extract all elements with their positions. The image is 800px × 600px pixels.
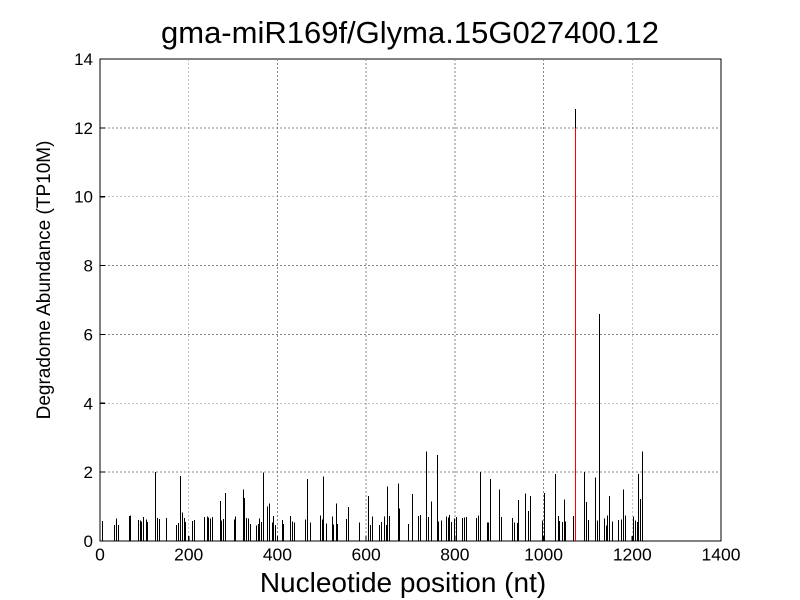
svg-text:Degradome Abundance (TP10M): Degradome Abundance (TP10M): [34, 141, 55, 420]
svg-text:400: 400: [263, 545, 292, 565]
svg-text:200: 200: [174, 545, 203, 565]
svg-text:1000: 1000: [524, 545, 563, 565]
svg-text:1200: 1200: [613, 545, 652, 565]
svg-text:2: 2: [84, 463, 93, 482]
svg-text:14: 14: [74, 50, 93, 69]
svg-text:12: 12: [74, 119, 93, 138]
svg-text:10: 10: [74, 188, 93, 207]
svg-text:8: 8: [84, 257, 93, 276]
svg-text:0: 0: [95, 545, 105, 565]
svg-text:6: 6: [84, 325, 93, 344]
svg-text:Nucleotide position (nt): Nucleotide position (nt): [260, 567, 546, 598]
svg-text:4: 4: [84, 394, 93, 413]
svg-text:0: 0: [84, 532, 93, 551]
svg-text:600: 600: [352, 545, 381, 565]
svg-text:800: 800: [440, 545, 469, 565]
svg-text:1400: 1400: [702, 545, 741, 565]
svg-text:gma-miR169f/Glyma.15G027400.12: gma-miR169f/Glyma.15G027400.12: [161, 15, 659, 50]
